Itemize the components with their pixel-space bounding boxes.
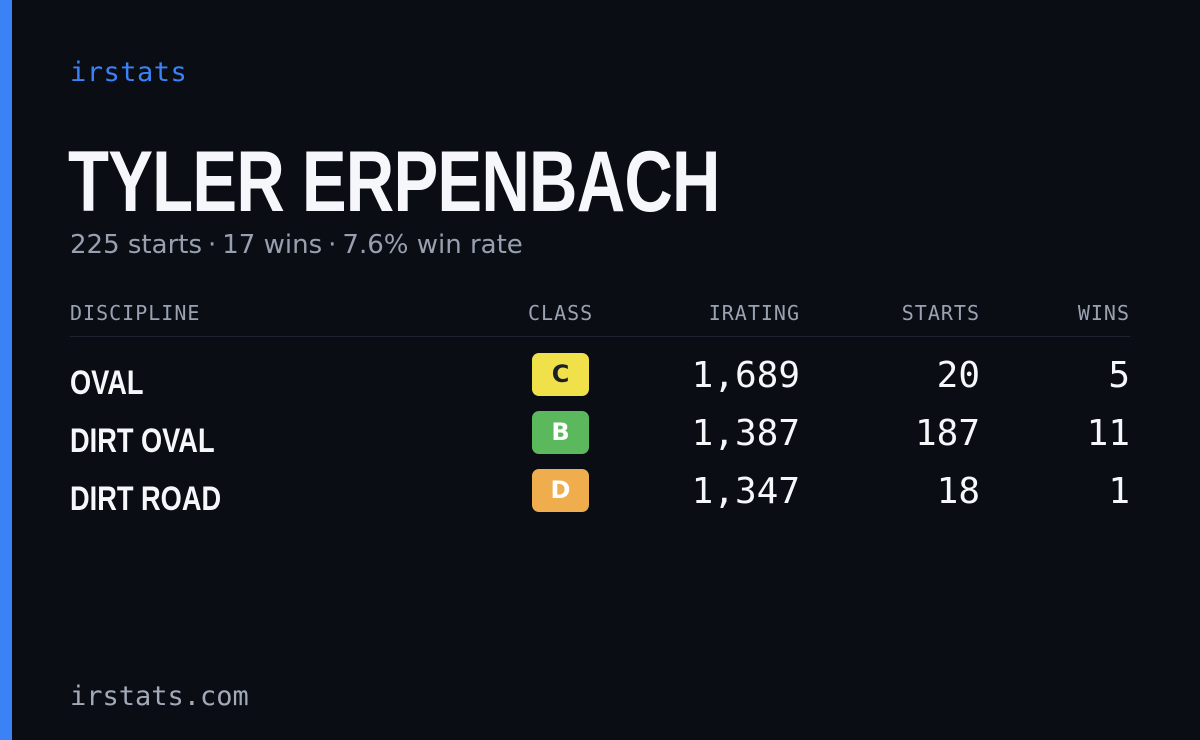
summary-separator: · <box>328 230 337 260</box>
table-header: DISCIPLINE CLASS IRATING STARTS WINS <box>70 296 1130 337</box>
summary-win-rate: 7.6% win rate <box>342 230 523 260</box>
discipline-name: DIRT ROAD <box>70 480 222 518</box>
table-row: DIRT ROAD D 1,347 18 1 <box>70 469 1130 527</box>
header-class: CLASS <box>528 301 594 325</box>
class-badge: D <box>532 469 589 512</box>
class-badge: C <box>532 353 589 396</box>
driver-summary: 225 starts · 17 wins · 7.6% win rate <box>70 228 523 262</box>
irating-value: 1,387 <box>691 413 800 454</box>
wins-value: 1 <box>1108 471 1130 512</box>
starts-value: 20 <box>936 355 980 396</box>
irating-value: 1,347 <box>691 471 800 512</box>
header-starts: STARTS <box>901 301 980 325</box>
driver-name: TYLER ERPENBACH <box>68 134 720 230</box>
summary-starts: 225 starts <box>70 230 202 260</box>
summary-separator: · <box>208 230 217 260</box>
class-badge: B <box>532 411 589 454</box>
accent-bar <box>0 0 12 740</box>
starts-value: 18 <box>936 471 980 512</box>
table-body: OVAL C 1,689 20 5 DIRT OVAL B 1,387 187 … <box>70 337 1130 527</box>
header-irating: IRATING <box>708 301 800 325</box>
discipline-name: OVAL <box>70 364 144 402</box>
brand-logo[interactable]: irstats <box>70 57 188 88</box>
wins-value: 11 <box>1086 413 1130 454</box>
discipline-table: DISCIPLINE CLASS IRATING STARTS WINS OVA… <box>70 296 1130 527</box>
footer-url[interactable]: irstats.com <box>70 681 249 712</box>
table-row: DIRT OVAL B 1,387 187 11 <box>70 411 1130 469</box>
irating-value: 1,689 <box>691 355 800 396</box>
table-row: OVAL C 1,689 20 5 <box>70 353 1130 411</box>
discipline-name: DIRT OVAL <box>70 422 215 460</box>
header-discipline: DISCIPLINE <box>70 301 201 325</box>
header-wins: WINS <box>1077 301 1130 325</box>
starts-value: 187 <box>914 413 980 454</box>
summary-wins: 17 wins <box>222 230 323 260</box>
wins-value: 5 <box>1108 355 1130 396</box>
